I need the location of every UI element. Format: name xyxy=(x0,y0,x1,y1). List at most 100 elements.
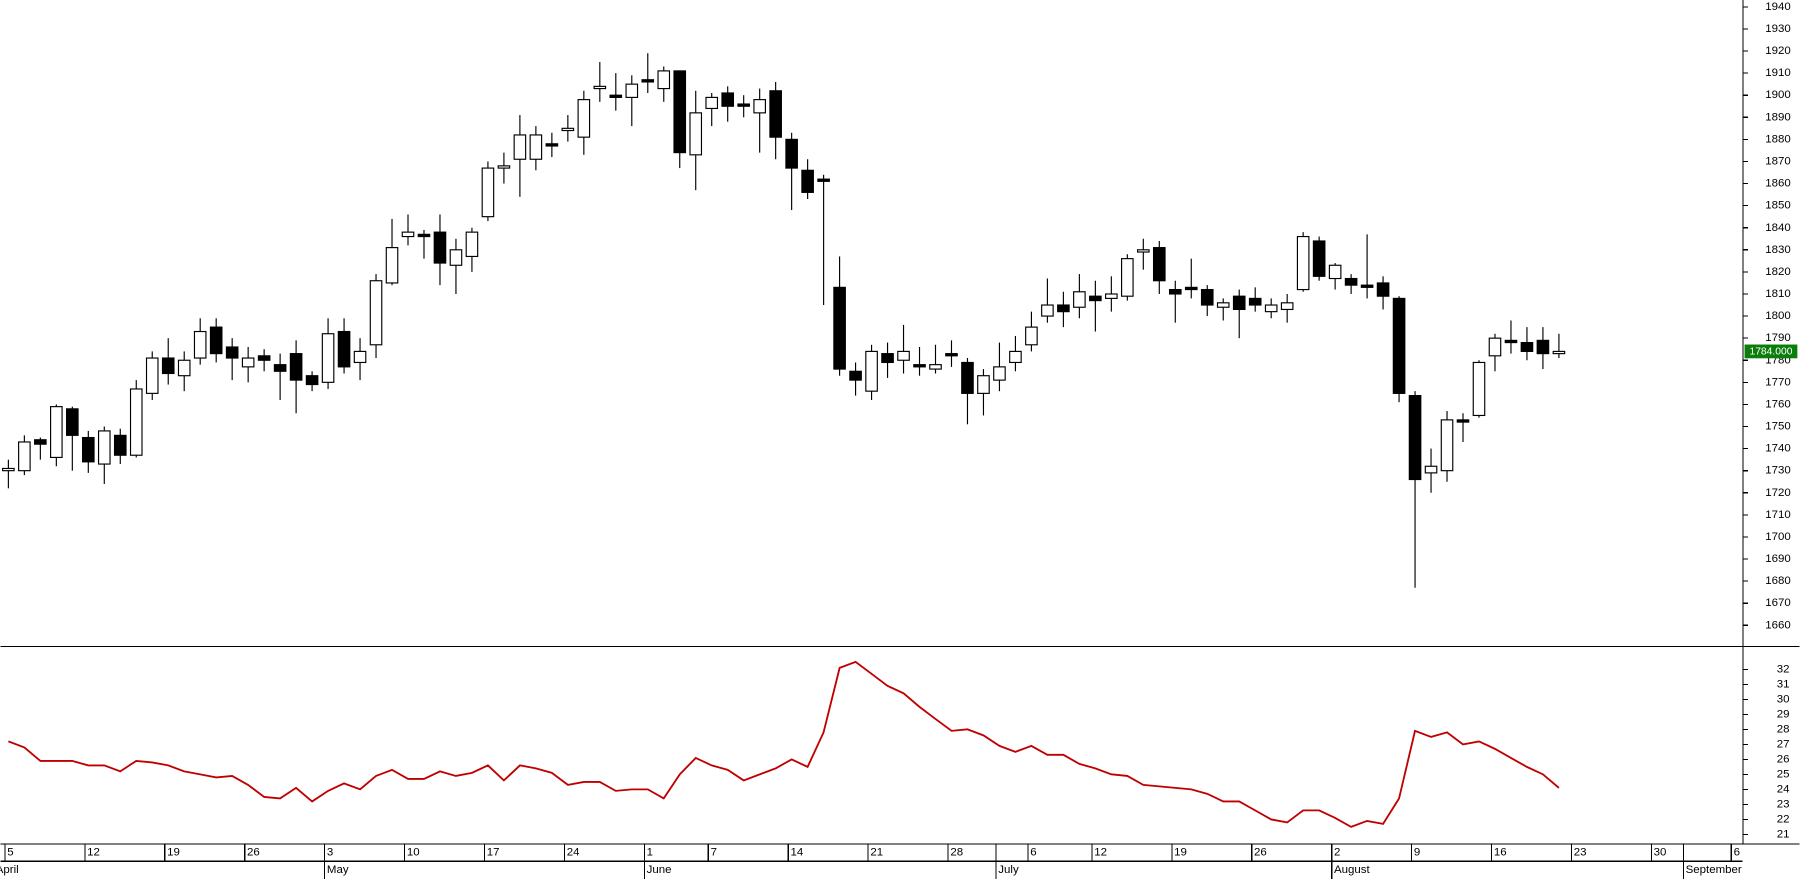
x-tick-label: 2 xyxy=(1334,847,1340,859)
candle-body xyxy=(849,370,862,381)
y2-tick-label: 30 xyxy=(1777,693,1790,705)
x-tick-label: 17 xyxy=(487,847,500,859)
candle-body xyxy=(1264,304,1278,313)
candle-body xyxy=(225,346,239,359)
y-tick-label: 1730 xyxy=(1765,465,1791,477)
y-tick-label: 1800 xyxy=(1765,310,1791,322)
y-tick-label: 1760 xyxy=(1765,398,1791,410)
candle-body xyxy=(1472,361,1486,417)
candle-body xyxy=(737,103,750,107)
y-tick-label: 1920 xyxy=(1765,45,1791,57)
candle-body xyxy=(1360,284,1374,288)
candle-body xyxy=(337,330,351,368)
candle-body xyxy=(1408,395,1422,481)
month-label: September xyxy=(1686,864,1742,876)
y2-tick-label: 28 xyxy=(1777,723,1790,735)
candle-body xyxy=(1184,286,1198,291)
candle-body xyxy=(865,350,878,392)
candle-body xyxy=(753,99,766,114)
candle-body xyxy=(945,353,958,357)
y-tick-label: 1870 xyxy=(1765,155,1791,167)
y2-tick-label: 29 xyxy=(1777,708,1790,720)
candle-body xyxy=(81,436,95,463)
candle-body xyxy=(817,178,830,182)
y-tick-label: 1660 xyxy=(1765,619,1791,631)
candle-body xyxy=(673,70,687,154)
candle-body xyxy=(193,330,207,359)
x-tick-label: 7 xyxy=(711,847,717,859)
candle-body xyxy=(881,353,894,364)
candle-body xyxy=(1200,288,1214,306)
y-tick-label: 1910 xyxy=(1765,67,1791,79)
x-tick-label: 24 xyxy=(567,847,580,859)
y-tick-label: 1680 xyxy=(1765,575,1791,587)
y-tick-label: 1790 xyxy=(1765,332,1791,344)
candle-body xyxy=(561,127,575,132)
candle-body xyxy=(785,138,798,169)
candle-body xyxy=(1312,240,1326,277)
candle-body xyxy=(977,375,990,394)
x-tick-label: 6 xyxy=(1734,847,1740,859)
candle-body xyxy=(66,408,79,436)
y2-tick-label: 26 xyxy=(1777,753,1790,765)
x-tick-label: 14 xyxy=(790,847,803,859)
candle-body xyxy=(1248,297,1262,306)
candle-body xyxy=(1344,277,1358,286)
candle-body xyxy=(129,388,143,456)
candle-body xyxy=(769,90,782,138)
candle-body xyxy=(1025,326,1038,346)
candle-body xyxy=(1376,282,1390,297)
last-price-box xyxy=(1744,344,1798,359)
candle-body xyxy=(801,169,814,193)
y2-tick-label: 22 xyxy=(1777,813,1790,825)
x-tick-label: 19 xyxy=(167,847,180,859)
y-tick-label: 1700 xyxy=(1765,531,1791,543)
candle-body xyxy=(1121,258,1134,297)
candle-body xyxy=(625,83,639,98)
x-tick-label: 12 xyxy=(1094,847,1107,859)
candle-body xyxy=(1057,304,1070,313)
candle-body xyxy=(609,94,623,98)
y-tick-label: 1860 xyxy=(1765,178,1791,190)
y-tick-label: 1710 xyxy=(1765,509,1791,521)
candle-body xyxy=(657,70,671,90)
candle-body xyxy=(401,231,415,238)
x-tick-label: 30 xyxy=(1654,847,1667,859)
x-tick-label: 23 xyxy=(1574,847,1587,859)
x-tick-label: 10 xyxy=(407,847,420,859)
y-tick-label: 1670 xyxy=(1765,597,1791,609)
indicator-line xyxy=(8,660,1560,828)
y-tick-label: 1690 xyxy=(1765,553,1791,565)
candle-body xyxy=(897,350,910,361)
x-tick-label: 26 xyxy=(247,847,260,859)
candle-body xyxy=(1552,350,1566,355)
candle-body xyxy=(273,364,287,372)
candle-body xyxy=(1152,247,1166,282)
candle-body xyxy=(1488,337,1502,357)
y-tick-label: 1840 xyxy=(1765,222,1791,234)
y-tick-label: 1750 xyxy=(1765,421,1791,433)
y2-tick-label: 27 xyxy=(1777,738,1790,750)
candle-body xyxy=(465,231,479,258)
candle-body xyxy=(1216,302,1230,308)
y-tick-label: 1850 xyxy=(1765,200,1791,212)
x-tick-label: 3 xyxy=(327,847,333,859)
candle-body xyxy=(641,79,655,83)
x-tick-label: 6 xyxy=(1030,847,1036,859)
date-axis: 51219263101724171421286121926291623306Ap… xyxy=(0,843,1742,879)
candle-body xyxy=(1456,419,1470,423)
candle-body xyxy=(161,357,175,375)
candle-body xyxy=(1168,288,1182,295)
y2-tick-label: 31 xyxy=(1777,678,1790,690)
month-label: May xyxy=(327,864,349,876)
month-label: April xyxy=(0,864,19,876)
y-tick-label: 1810 xyxy=(1765,288,1791,300)
candle-body xyxy=(145,357,159,394)
candle-body xyxy=(1232,295,1246,311)
x-tick-label: 28 xyxy=(950,847,963,859)
candle-body xyxy=(305,375,319,386)
x-tick-label: 21 xyxy=(870,847,883,859)
candle-body xyxy=(1536,339,1550,355)
candle-body xyxy=(1296,235,1310,291)
